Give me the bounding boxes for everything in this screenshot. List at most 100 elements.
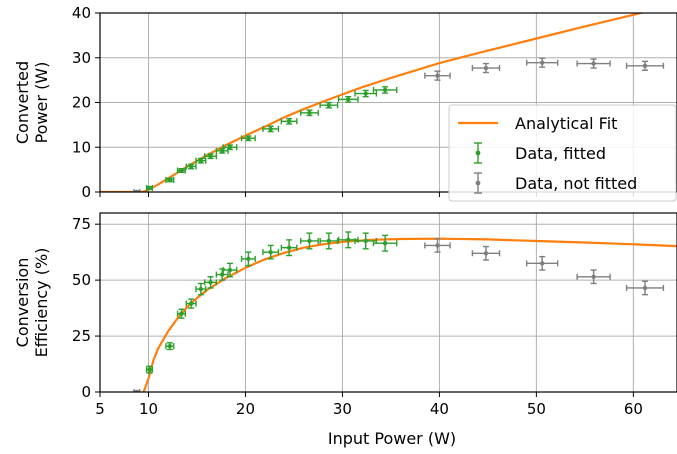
y-tick-label: 0 — [81, 383, 91, 401]
legend: Analytical Fit Data, fitted Data, not fitt… — [448, 104, 677, 202]
data-fitted-marker — [198, 286, 204, 292]
data-fitted-marker — [188, 301, 194, 306]
data-not-fitted-point — [576, 269, 611, 285]
data-fitted-point — [319, 101, 339, 109]
plot-area — [133, 231, 677, 392]
data-not-fitted-point — [424, 238, 451, 253]
data-fitted-point — [165, 176, 175, 183]
data-not-fitted-point — [471, 245, 501, 261]
axes-frame — [99, 212, 677, 393]
y-tick-label: 50 — [72, 271, 91, 289]
data-fitted-marker — [382, 241, 388, 246]
legend-label: Data, not fitted — [515, 174, 637, 193]
y-tick-label: 75 — [72, 215, 91, 233]
data-fitted-point — [354, 89, 378, 98]
data-fitted-marker — [246, 256, 251, 262]
data-fitted-point — [240, 135, 256, 142]
data-fitted-point — [204, 153, 218, 160]
data-fitted-marker — [246, 136, 251, 141]
legend-item: Analytical Fit — [458, 114, 617, 133]
data-not-fitted-point — [424, 70, 451, 81]
y-axis-title-line: Power (W) — [32, 62, 51, 144]
data-fitted-point — [185, 298, 197, 309]
data-fitted-point — [222, 144, 238, 151]
data-fitted-point — [300, 232, 319, 250]
data-fitted-marker — [346, 237, 351, 243]
data-fitted-marker — [346, 97, 351, 102]
data-fitted-point — [215, 147, 229, 154]
y-axis-title-line: Efficiency (%) — [32, 248, 51, 358]
data-fitted-point — [195, 157, 207, 164]
data-fitted-marker — [307, 110, 312, 115]
data-fitted-point — [300, 109, 319, 117]
legend-item: Data, not fitted — [474, 172, 637, 194]
x-tick-label: 5 — [95, 400, 105, 418]
y-tick-label: 20 — [72, 94, 91, 112]
data-not-fitted-point — [525, 57, 559, 68]
legend-marker — [475, 150, 481, 156]
data-fitted-marker — [198, 158, 204, 163]
y-axis-title-line: Conversion — [13, 258, 32, 348]
data-not-fitted-marker — [642, 285, 648, 291]
y-tick-label: 30 — [72, 49, 91, 67]
analytical-fit-line — [100, 13, 646, 192]
data-not-fitted-marker — [591, 274, 596, 279]
data-fitted-marker — [219, 272, 225, 277]
data-fitted-marker — [227, 145, 233, 150]
x-tick-label: 50 — [527, 400, 546, 418]
data-fitted-point — [204, 276, 218, 289]
data-not-fitted-marker — [483, 65, 489, 71]
data-not-fitted-marker — [435, 73, 440, 78]
data-not-fitted-point — [471, 62, 501, 74]
data-fitted-point — [222, 262, 238, 278]
data-fitted-point — [262, 125, 280, 133]
plot-area — [100, 13, 665, 192]
y-tick-label: 40 — [72, 4, 91, 22]
data-fitted-marker — [363, 91, 368, 96]
data-fitted-point — [195, 282, 207, 296]
data-fitted-marker — [268, 126, 273, 132]
data-fitted-marker — [208, 154, 213, 159]
data-fitted-marker — [326, 102, 332, 108]
data-fitted-marker — [286, 119, 292, 124]
data-fitted-point — [165, 342, 175, 351]
legend-label: Data, fitted — [515, 144, 606, 163]
data-fitted-marker — [227, 267, 233, 273]
data-fitted-marker — [286, 245, 292, 250]
data-not-fitted-point — [576, 58, 611, 69]
data-fitted-marker — [382, 87, 388, 93]
data-fitted-point — [372, 234, 398, 252]
data-fitted-point — [176, 167, 187, 174]
data-fitted-marker — [307, 238, 312, 244]
data-fitted-marker — [363, 238, 368, 244]
x-axis-title: Input Power (W) — [328, 429, 456, 448]
data-fitted-point — [319, 232, 339, 250]
data-not-fitted-marker — [642, 63, 648, 69]
y-tick-label: 25 — [72, 327, 91, 345]
data-fitted-point — [280, 117, 298, 125]
data-fitted-point — [185, 163, 197, 170]
data-fitted-point — [372, 86, 398, 94]
x-tick-label: 40 — [430, 400, 449, 418]
data-not-fitted-point — [525, 255, 559, 271]
data-not-fitted-point — [625, 60, 665, 71]
legend-marker — [475, 180, 481, 186]
data-fitted-marker — [268, 249, 273, 255]
data-fitted-marker — [208, 280, 213, 285]
x-tick-label: 10 — [139, 400, 158, 418]
data-fitted-point — [240, 251, 256, 267]
data-not-fitted-marker — [483, 251, 489, 256]
data-fitted-point — [262, 244, 280, 260]
y-tick-label: 10 — [72, 138, 91, 156]
x-tick-label: 20 — [236, 400, 255, 418]
data-fitted-point — [337, 95, 359, 103]
legend-item: Data, fitted — [474, 142, 606, 164]
conversion-efficiency-panel: 0 25 50 75 5 10 20 30 40 50 60 Conversion Efficiency… — [13, 212, 677, 418]
data-fitted-marker — [188, 164, 194, 169]
analytical-fit-line — [142, 237, 677, 392]
y-axis-title-line: Converted — [13, 61, 32, 144]
converted-power-panel: 0 10 20 30 40 Converted Power (W) — [13, 4, 677, 201]
x-tick-label: 30 — [333, 400, 352, 418]
data-fitted-point — [176, 308, 187, 319]
